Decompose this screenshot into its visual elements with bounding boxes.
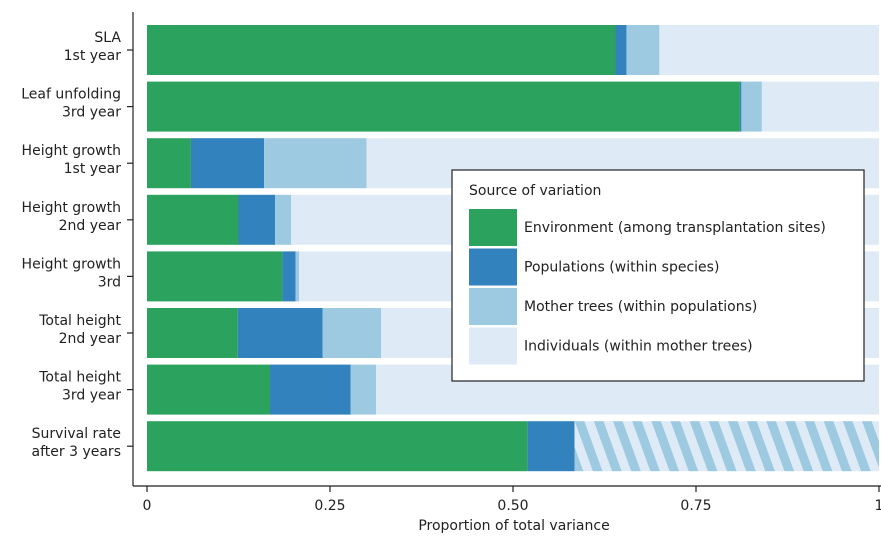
legend-swatch (469, 327, 517, 365)
bar-segment-row2-series1 (190, 138, 265, 189)
bar-segment-row6-series1 (269, 364, 351, 415)
legend-items: Environment (among transplantation sites… (469, 209, 826, 365)
bar-segment-row4-series1 (282, 251, 296, 302)
bar-segment-row3-series2 (275, 194, 292, 245)
bar-segment-row4-series2 (295, 251, 300, 302)
legend-box (451, 169, 865, 382)
bar-segment-row3-series0 (147, 194, 239, 245)
bar-segment-row2-series2 (264, 138, 367, 189)
category-label: 1st year (64, 161, 122, 177)
category-label: Leaf unfolding (21, 87, 121, 103)
bar-segment-row0-series0 (147, 25, 616, 75)
bar-segment-row1-series3 (761, 81, 879, 132)
x-tick-label: 0.50 (497, 498, 528, 514)
category-label: Height growth (22, 200, 121, 216)
legend-swatch (469, 209, 517, 246)
x-tick-label: 0 (143, 498, 152, 514)
category-label: 1st year (64, 48, 122, 64)
bar-segment-row1-series1 (739, 81, 742, 132)
bar-segment-row0-series1 (615, 25, 627, 75)
category-label: 3rd (98, 274, 121, 290)
category-label: Survival rate (32, 426, 121, 442)
category-label: SLA (94, 30, 121, 46)
x-ticks-group: 0 0.25 0.50 0.75 1 (143, 486, 881, 514)
legend: Source of variation Environment (among t… (451, 169, 865, 382)
category-label: Height growth (22, 143, 121, 159)
bar-segment-row0-series3 (659, 25, 879, 75)
legend-title: Source of variation (469, 183, 601, 199)
bar-segment-row3-series1 (238, 194, 276, 245)
legend-swatch (469, 248, 517, 286)
bar-segment-row4-series0 (147, 251, 283, 302)
legend-label: Populations (within species) (524, 260, 719, 276)
category-label: 3rd year (62, 388, 121, 404)
legend-label: Individuals (within mother trees) (524, 339, 753, 355)
legend-label: Environment (among transplantation sites… (524, 220, 826, 236)
axes-group (132, 12, 881, 487)
bar-segment-row7-series1 (527, 421, 575, 472)
bar-segment-row0-series2 (626, 25, 660, 75)
bar-segment-row5-series2 (322, 308, 382, 358)
category-label: Total height (38, 370, 121, 386)
legend-swatch (469, 288, 517, 325)
category-labels-group: SLA 1st year Leaf unfolding 3rd year Height … (21, 30, 133, 460)
x-tick-label: 0.75 (680, 498, 711, 514)
category-label: 3rd year (62, 105, 121, 121)
x-tick-label: 0.25 (314, 498, 345, 514)
bar-segment-row6-series0 (147, 364, 270, 415)
bar-segment-row1-series0 (147, 81, 740, 132)
bar-segment-row1-series2 (741, 81, 762, 132)
bar-segment-row7-hatched (574, 421, 879, 472)
legend-label: Mother trees (within populations) (524, 299, 757, 315)
category-label: after 3 years (32, 444, 121, 460)
x-tick-label: 1 (875, 498, 881, 514)
bar-segment-row7-series0 (147, 421, 528, 472)
x-axis-title: Proportion of total variance (418, 518, 609, 534)
bar-segment-row2-series0 (147, 138, 191, 189)
bar-segment-row5-series1 (237, 308, 323, 358)
category-label: 2nd year (59, 331, 122, 347)
category-label: 2nd year (59, 218, 122, 234)
category-label: Height growth (22, 256, 121, 272)
bar-segment-row5-series0 (147, 308, 238, 358)
bar-segment-row6-series2 (350, 364, 377, 415)
category-label: Total height (38, 313, 121, 329)
